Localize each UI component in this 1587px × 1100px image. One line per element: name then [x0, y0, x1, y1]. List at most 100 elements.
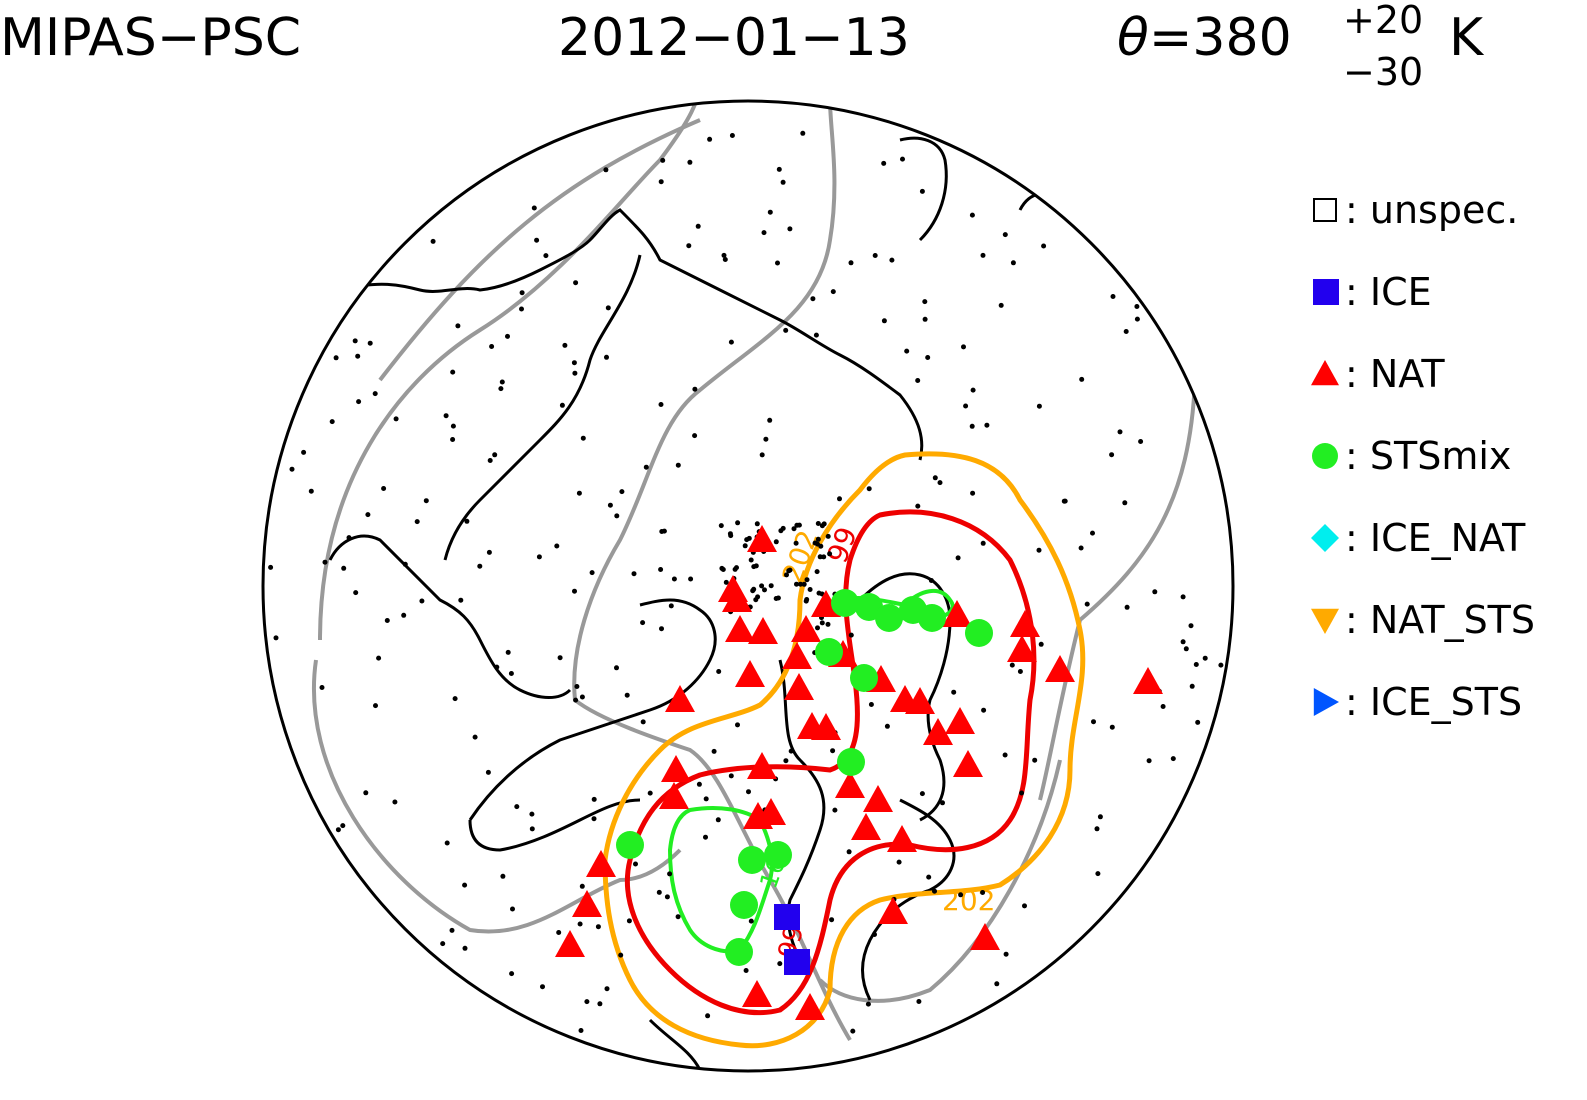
- theta-symbol: θ: [1117, 8, 1149, 68]
- nat-marker: [784, 673, 814, 700]
- measurement-dot: [940, 800, 945, 806]
- measurement-dot: [444, 840, 450, 846]
- measurement-dot: [919, 791, 925, 797]
- theta-title: θ=380 +20 −30 K: [1117, 0, 1483, 92]
- measurement-dot: [499, 379, 505, 385]
- measurement-dot: [308, 488, 314, 494]
- measurement-dot: [510, 906, 515, 912]
- stsmix-marker: [837, 748, 865, 776]
- measurement-dot: [605, 305, 611, 311]
- measurement-dot: [355, 353, 361, 359]
- measurement-dot: [729, 133, 735, 138]
- nat-marker: [1007, 635, 1037, 662]
- ice-marker: [784, 949, 810, 975]
- legend-item: : ICE_NAT: [1305, 516, 1525, 560]
- measurement-dot: [815, 521, 821, 526]
- measurement-dot: [614, 665, 619, 671]
- measurement-dot: [519, 306, 524, 312]
- measurement-dot: [1022, 903, 1027, 909]
- measurement-dot: [829, 917, 835, 923]
- measurement-dot: [1117, 429, 1123, 435]
- measurement-dot: [1109, 724, 1115, 730]
- measurement-dot: [881, 160, 887, 166]
- measurement-dot: [969, 212, 975, 218]
- measurement-dot: [1036, 547, 1042, 553]
- measurement-dot: [580, 435, 586, 441]
- measurement-dot: [777, 961, 783, 967]
- measurement-dot: [922, 299, 928, 305]
- measurement-dot: [577, 921, 583, 927]
- measurement-dot: [273, 635, 279, 641]
- measurement-dot: [1002, 752, 1008, 758]
- measurement-dot: [423, 498, 429, 504]
- stsmix-marker: [815, 638, 843, 666]
- measurement-dot: [721, 252, 727, 258]
- measurement-dot: [1110, 294, 1116, 299]
- nat-marker: [878, 897, 908, 924]
- nat-marker: [953, 750, 983, 777]
- legend-item: : ICE_STS: [1305, 680, 1523, 724]
- measurement-dot: [402, 561, 408, 567]
- measurement-dot: [970, 490, 976, 496]
- measurement-dot: [529, 811, 535, 817]
- measurement-dot: [472, 734, 478, 740]
- measurement-dot: [830, 289, 836, 295]
- date-title: 2012−01−13: [558, 8, 910, 68]
- nat-marker: [811, 713, 841, 740]
- measurement-dot: [508, 671, 514, 676]
- legend-label: : NAT: [1345, 352, 1445, 396]
- measurement-dot: [801, 581, 807, 587]
- measurement-dot: [735, 722, 740, 728]
- measurement-dot: [703, 834, 708, 840]
- grid-lines: [312, 101, 1197, 1042]
- measurement-dot: [696, 781, 702, 787]
- measurement-dot: [744, 537, 750, 543]
- theta-unit: K: [1449, 8, 1484, 68]
- measurement-dot: [955, 555, 961, 561]
- measurement-dot: [980, 540, 986, 546]
- measurement-dot: [815, 541, 820, 547]
- measurement-dot: [363, 790, 369, 796]
- measurement-dot: [1188, 623, 1194, 629]
- measurement-dot: [872, 253, 878, 258]
- measurement-dot: [505, 333, 510, 339]
- measurement-dot: [728, 773, 734, 779]
- measurement-dot: [322, 559, 328, 565]
- measurement-dot: [1062, 498, 1068, 504]
- nat-marker: [722, 585, 752, 612]
- measurement-dot: [1032, 757, 1038, 763]
- measurement-dot: [365, 512, 371, 518]
- measurement-dot: [372, 391, 378, 397]
- measurement-dot: [604, 354, 609, 360]
- measurement-dot: [846, 849, 852, 855]
- measurement-dot: [498, 386, 504, 392]
- measurement-dot: [780, 525, 786, 531]
- measurement-dot: [584, 999, 590, 1005]
- measurement-dot: [767, 209, 773, 215]
- measurement-dot: [1095, 871, 1101, 877]
- measurement-dot: [519, 290, 525, 296]
- measurement-dot: [1017, 669, 1023, 674]
- measurement-dot: [500, 873, 506, 879]
- measurement-dot: [494, 664, 500, 670]
- measurement-dot: [919, 188, 925, 194]
- measurement-dot: [787, 567, 793, 573]
- measurement-dot: [688, 576, 694, 582]
- theta-plus: +20: [1343, 0, 1424, 42]
- nat-marker: [725, 615, 755, 642]
- measurement-dot: [889, 257, 895, 263]
- measurement-dot: [1189, 683, 1195, 689]
- legend-item: : ICE: [1305, 270, 1432, 314]
- measurement-dot: [692, 433, 698, 439]
- measurement-dot: [440, 941, 446, 947]
- instrument-title: MIPAS−PSC: [0, 8, 302, 68]
- measurement-dot: [753, 563, 759, 569]
- measurement-dot: [815, 625, 820, 631]
- measurement-dot: [759, 583, 765, 589]
- measurement-dot: [783, 758, 789, 764]
- measurement-dot: [1097, 814, 1103, 820]
- legend-label: : ICE_STS: [1345, 680, 1523, 724]
- measurement-dot: [916, 999, 922, 1004]
- measurement-dot: [643, 464, 649, 470]
- stsmix-marker: [764, 841, 792, 869]
